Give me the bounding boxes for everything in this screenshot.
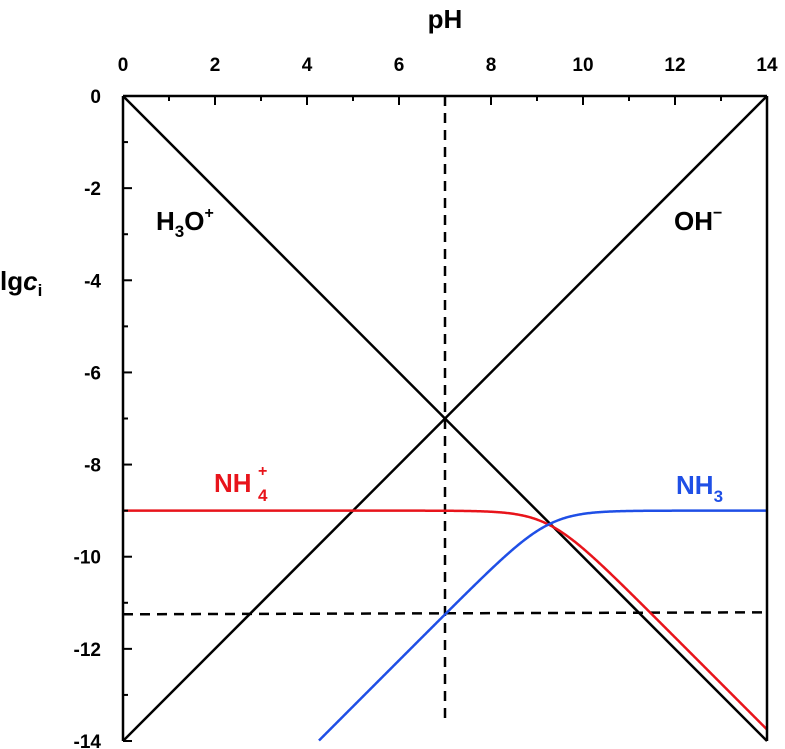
h3o-label-base: H (156, 206, 175, 236)
x-axis-title: pH (428, 4, 463, 34)
lines-layer (122, 95, 768, 742)
h3o-label-sub: 3 (175, 222, 184, 241)
y-axis-title-main: lg (0, 266, 23, 296)
x-tick-label: 14 (756, 55, 778, 76)
oh-label-sup: − (713, 205, 722, 222)
x-tick-label: 6 (394, 55, 405, 76)
h3o-label-base2: O (184, 206, 204, 236)
nh3-label-sub: 3 (714, 487, 723, 506)
nh4-label-base: NH (214, 468, 252, 498)
x-tick-label: 4 (302, 55, 313, 76)
y-axis-title-var: c (23, 266, 38, 296)
y-tick-label: -8 (84, 456, 101, 477)
series-line-nh4 (123, 509, 768, 731)
ticks-layer: 0 2 4 6 8 10 12 14 0 -2 -4 -6 -8 -10 -12 -14 (74, 55, 778, 749)
series-line-oh (122, 95, 768, 742)
x-tick-label: 12 (664, 55, 685, 76)
nh3-label-base: NH (676, 470, 714, 500)
series-label-nh4: NH + 4 (214, 463, 268, 505)
y-axis-title: lgci (0, 266, 42, 300)
y-tick-label: -14 (74, 732, 102, 749)
x-tick-label: 2 (210, 55, 221, 76)
x-tick-label: 8 (486, 55, 497, 76)
series-line-nh3 (318, 509, 767, 742)
series-label-oh: OH− (674, 205, 722, 236)
series-label-nh3: NH3 (676, 470, 723, 506)
y-tick-label: -6 (84, 363, 101, 384)
y-tick-label: -4 (84, 271, 101, 292)
y-tick-label: -12 (74, 640, 101, 661)
nh4-label-sup: + (258, 463, 267, 480)
y-axis-title-sub: i (38, 281, 43, 300)
series-label-h3o: H3O+ (156, 205, 214, 241)
x-tick-label: 0 (118, 55, 129, 76)
y-tick-label: 0 (90, 87, 101, 108)
nh4-label-sub: 4 (258, 486, 268, 505)
reference-line-horizontal (122, 611, 768, 616)
oh-label-base: OH (674, 206, 713, 236)
y-tick-label: -2 (84, 179, 101, 200)
x-tick-label: 10 (572, 55, 593, 76)
h3o-label-sup: + (204, 205, 213, 222)
y-tick-label: -10 (74, 548, 101, 569)
